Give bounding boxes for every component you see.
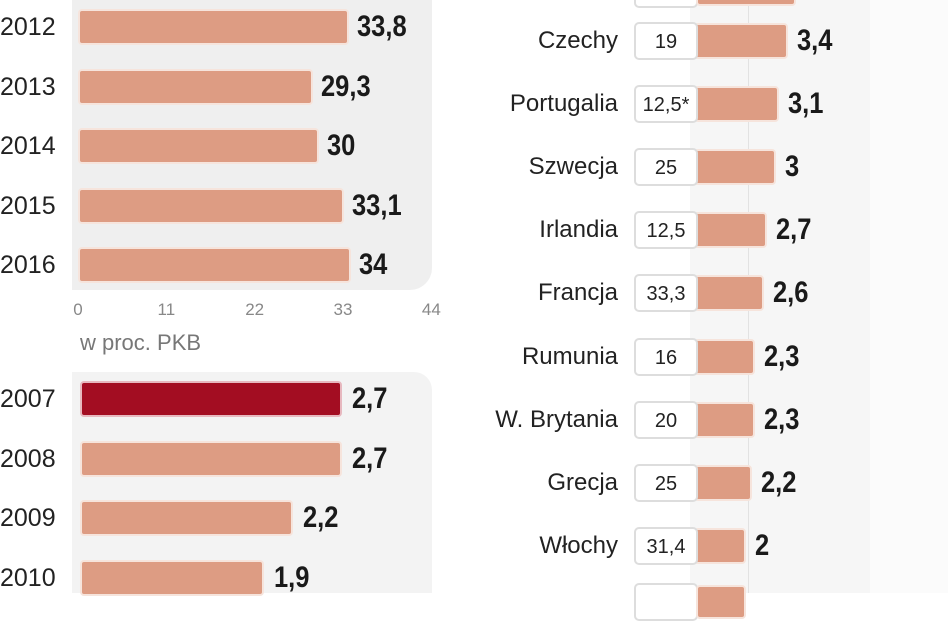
box-value: 19 <box>634 22 698 60</box>
box-value: 12,5 <box>634 211 698 250</box>
box-value: 12,5* <box>634 85 698 124</box>
value-label: 2,3 <box>764 402 800 436</box>
value-label: 29,3 <box>321 69 371 103</box>
value-label: 3 <box>785 150 800 184</box>
bar <box>694 212 767 249</box>
value-label: 33,8 <box>357 10 408 43</box>
bar <box>78 128 319 164</box>
bar <box>694 23 788 59</box>
x-tick-label: 44 <box>421 300 441 319</box>
category-label: 2007 <box>0 385 56 413</box>
x-tick-label: 33 <box>333 300 353 319</box>
x-tick-label: 0 <box>73 300 83 319</box>
category-label: 2008 <box>0 444 56 473</box>
category-label: 2014 <box>0 132 56 160</box>
value-label: 2,7 <box>776 213 812 247</box>
category-label: 2013 <box>0 72 56 101</box>
bar <box>694 527 746 564</box>
bar <box>694 464 752 501</box>
country-label: W. Brytania <box>495 405 618 433</box>
value-label: 2,7 <box>352 441 388 475</box>
box-value: 31,4 <box>634 526 698 565</box>
value-label: 2,2 <box>761 465 797 499</box>
bar <box>78 247 352 283</box>
bar <box>78 9 350 45</box>
value-label: 1,9 <box>274 560 310 594</box>
value-label: 34 <box>359 248 388 281</box>
category-label: 2010 <box>0 563 56 592</box>
value-label: 2,6 <box>773 276 809 310</box>
value-label: 30 <box>326 129 356 162</box>
bar <box>78 187 344 224</box>
bar <box>694 338 755 375</box>
box-value: 25 <box>634 463 698 502</box>
box-value: 20 <box>634 400 698 439</box>
country-label: Rumunia <box>521 342 618 370</box>
country-label: Czechy <box>537 27 618 54</box>
x-tick-label: 11 <box>157 300 176 319</box>
value-label: 2,3 <box>764 339 800 373</box>
box-value: 33,3 <box>634 274 698 313</box>
bar <box>694 275 764 312</box>
right-chart-bg-strip <box>870 0 948 593</box>
category-label: 2012 <box>0 13 56 41</box>
bar <box>80 440 342 477</box>
country-label: Francja <box>537 279 618 307</box>
bar <box>78 68 314 105</box>
country-label: Szwecja <box>528 153 618 181</box>
category-label: 2009 <box>0 504 56 532</box>
value-label: 2,7 <box>352 382 388 415</box>
unit-label: w proc. PKB <box>80 330 202 355</box>
bar <box>80 381 342 417</box>
bar <box>694 401 755 438</box>
bar <box>694 149 776 186</box>
country-label: Irlandia <box>539 216 618 244</box>
x-tick-label: 22 <box>245 300 265 319</box>
value-label: 2,2 <box>303 501 339 534</box>
country-label: Grecja <box>547 468 618 496</box>
bar <box>694 86 779 123</box>
box-value: 25 <box>634 148 698 187</box>
country-label: Włochy <box>539 531 618 559</box>
box-value: 16 <box>634 337 698 376</box>
category-label: 2015 <box>0 191 56 220</box>
category-label: 2016 <box>0 251 56 279</box>
value-label: 3,4 <box>797 24 833 57</box>
value-label: 3,1 <box>788 87 824 121</box>
partial-bar <box>696 0 796 6</box>
partial-box <box>634 0 698 8</box>
partial-bar <box>696 585 746 619</box>
partial-box <box>634 583 698 621</box>
country-label: Portugalia <box>509 90 618 118</box>
bar <box>80 500 294 536</box>
bar <box>80 559 265 596</box>
value-label: 33,1 <box>351 188 402 222</box>
value-label: 2 <box>755 528 770 562</box>
